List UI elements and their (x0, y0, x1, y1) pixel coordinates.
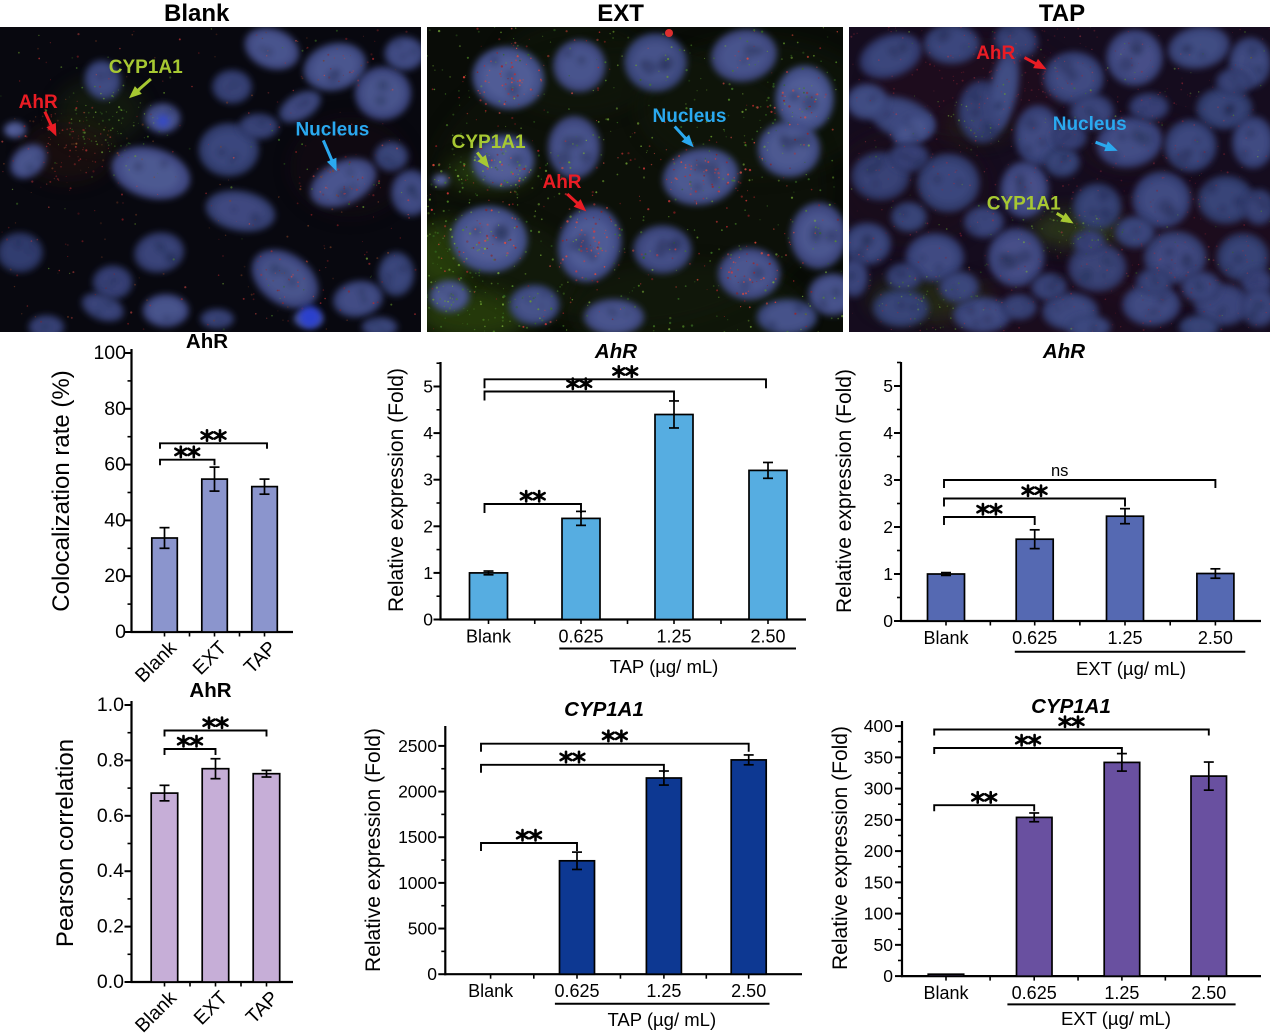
svg-text:0: 0 (423, 610, 433, 630)
svg-text:300: 300 (864, 779, 893, 799)
svg-text:0.6: 0.6 (97, 805, 124, 827)
svg-text:TAP (µg/ mL): TAP (µg/ mL) (607, 1009, 716, 1030)
svg-text:500: 500 (408, 919, 437, 939)
svg-text:EXT (µg/ mL): EXT (µg/ mL) (1061, 1008, 1171, 1029)
svg-text:1000: 1000 (398, 873, 437, 893)
svg-text:CYP1A1: CYP1A1 (1031, 695, 1111, 718)
svg-text:AhR: AhR (1042, 340, 1085, 363)
svg-text:80: 80 (104, 398, 126, 420)
svg-text:1.0: 1.0 (97, 694, 124, 716)
svg-text:ns: ns (1051, 462, 1068, 480)
svg-text:AhR: AhR (542, 172, 581, 193)
svg-text:0: 0 (115, 621, 126, 643)
svg-text:CYP1A1: CYP1A1 (452, 132, 526, 153)
svg-text:Blank: Blank (923, 628, 969, 648)
svg-text:AhR: AhR (594, 340, 637, 363)
svg-text:0.2: 0.2 (97, 916, 124, 938)
svg-text:1500: 1500 (398, 827, 437, 847)
svg-text:0.0: 0.0 (97, 971, 124, 993)
svg-text:Blank: Blank (468, 981, 514, 1001)
svg-text:EXT (µg/ mL): EXT (µg/ mL) (1076, 658, 1186, 679)
svg-text:150: 150 (864, 872, 893, 892)
svg-text:0.8: 0.8 (97, 749, 124, 771)
svg-text:0: 0 (883, 611, 893, 631)
svg-text:0.625: 0.625 (558, 627, 603, 647)
svg-text:TAP (µg/ mL): TAP (µg/ mL) (610, 656, 719, 677)
svg-text:1: 1 (883, 564, 893, 584)
svg-text:1.25: 1.25 (656, 627, 691, 647)
svg-text:2: 2 (883, 517, 893, 537)
svg-text:CYP1A1: CYP1A1 (109, 57, 183, 78)
svg-text:0.625: 0.625 (1012, 628, 1057, 648)
svg-text:2.50: 2.50 (1198, 628, 1233, 648)
svg-text:100: 100 (93, 342, 126, 364)
svg-text:0: 0 (427, 964, 437, 984)
svg-text:Colocalization rate (%): Colocalization rate (%) (48, 370, 75, 611)
svg-text:AhR: AhR (19, 92, 58, 113)
svg-text:250: 250 (864, 810, 893, 830)
svg-text:5: 5 (883, 376, 893, 396)
svg-text:0.4: 0.4 (97, 860, 124, 882)
svg-text:Relative expression (Fold): Relative expression (Fold) (385, 368, 408, 612)
svg-text:0: 0 (883, 966, 893, 986)
svg-text:TAP: TAP (1039, 0, 1085, 27)
svg-text:2.50: 2.50 (750, 627, 785, 647)
svg-text:1.25: 1.25 (646, 981, 681, 1001)
svg-text:Blank: Blank (164, 0, 230, 27)
svg-text:Blank: Blank (923, 983, 969, 1003)
svg-text:50: 50 (874, 935, 894, 955)
svg-text:350: 350 (864, 747, 893, 767)
svg-text:5: 5 (423, 377, 433, 397)
svg-text:EXT: EXT (597, 0, 644, 27)
svg-text:Nucleus: Nucleus (1053, 114, 1127, 135)
svg-text:Nucleus: Nucleus (295, 120, 369, 141)
svg-text:CYP1A1: CYP1A1 (987, 194, 1061, 215)
svg-text:4: 4 (883, 423, 893, 443)
svg-text:Relative expression (Fold): Relative expression (Fold) (362, 728, 385, 972)
svg-text:60: 60 (104, 454, 126, 476)
svg-text:AhR: AhR (189, 679, 231, 702)
svg-text:0.625: 0.625 (1012, 983, 1057, 1003)
svg-text:1.25: 1.25 (1107, 628, 1142, 648)
svg-text:4: 4 (423, 423, 433, 443)
svg-text:20: 20 (104, 565, 126, 587)
svg-text:3: 3 (423, 470, 433, 490)
svg-text:Relative expression (Fold): Relative expression (Fold) (829, 726, 852, 970)
svg-text:Blank: Blank (466, 627, 512, 647)
svg-text:1.25: 1.25 (1104, 983, 1139, 1003)
svg-text:AhR: AhR (186, 330, 228, 353)
svg-text:CYP1A1: CYP1A1 (564, 698, 644, 721)
svg-text:1: 1 (423, 563, 433, 583)
svg-text:100: 100 (864, 904, 893, 924)
svg-text:200: 200 (864, 841, 893, 861)
svg-text:2500: 2500 (398, 736, 437, 756)
svg-text:AhR: AhR (976, 43, 1015, 64)
svg-text:2.50: 2.50 (1191, 983, 1226, 1003)
svg-text:2000: 2000 (398, 782, 437, 802)
svg-text:Relative expression (Fold): Relative expression (Fold) (833, 369, 856, 613)
svg-text:2.50: 2.50 (731, 981, 766, 1001)
svg-text:Nucleus: Nucleus (653, 106, 727, 127)
svg-text:40: 40 (104, 509, 126, 531)
svg-text:0.625: 0.625 (554, 981, 599, 1001)
svg-text:Pearson correlation: Pearson correlation (52, 739, 79, 947)
svg-text:400: 400 (864, 716, 893, 736)
svg-text:3: 3 (883, 470, 893, 490)
svg-text:2: 2 (423, 516, 433, 536)
